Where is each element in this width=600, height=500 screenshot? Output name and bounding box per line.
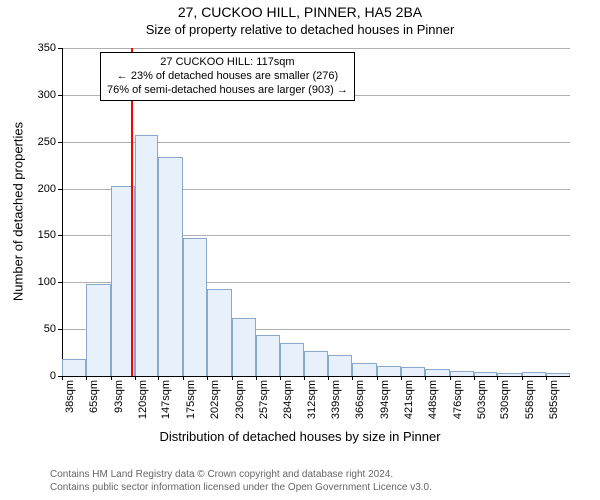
y-axis-line bbox=[62, 48, 63, 376]
x-tick-label: 530sqm bbox=[499, 380, 511, 419]
histogram-bar bbox=[401, 367, 425, 376]
x-tick-label: 65sqm bbox=[88, 380, 100, 413]
x-axis-title-container: Distribution of detached houses by size … bbox=[0, 428, 600, 446]
histogram-bar bbox=[425, 369, 450, 376]
histogram-bar bbox=[86, 284, 111, 376]
grid-line bbox=[62, 48, 570, 49]
chart-container: 27, CUCKOO HILL, PINNER, HA5 2BA Size of… bbox=[0, 0, 600, 500]
y-tick-label: 200 bbox=[38, 183, 56, 195]
histogram-bar bbox=[232, 318, 256, 376]
x-tick-label: 120sqm bbox=[137, 380, 149, 419]
chart-title: 27, CUCKOO HILL, PINNER, HA5 2BA bbox=[0, 4, 600, 20]
histogram-bar bbox=[522, 372, 546, 376]
x-tick-label: 175sqm bbox=[185, 380, 197, 419]
y-tick-label: 0 bbox=[50, 370, 56, 382]
histogram-bar bbox=[256, 335, 280, 376]
histogram-bar bbox=[497, 373, 522, 376]
x-tick-mark bbox=[256, 376, 257, 380]
x-tick-label: 230sqm bbox=[234, 380, 246, 419]
annotation-line: 27 CUCKOO HILL: 117sqm bbox=[107, 56, 348, 70]
x-tick-label: 394sqm bbox=[379, 380, 391, 419]
x-tick-label: 147sqm bbox=[160, 380, 172, 419]
histogram-bar bbox=[135, 135, 159, 376]
x-tick-mark bbox=[280, 376, 281, 380]
x-tick-label: 202sqm bbox=[209, 380, 221, 419]
histogram-bar bbox=[328, 355, 352, 376]
histogram-bar bbox=[183, 238, 207, 376]
x-tick-mark bbox=[207, 376, 208, 380]
x-tick-mark bbox=[546, 376, 547, 380]
x-tick-label: 476sqm bbox=[452, 380, 464, 419]
x-tick-label: 585sqm bbox=[548, 380, 560, 419]
x-tick-mark bbox=[377, 376, 378, 380]
x-tick-mark bbox=[135, 376, 136, 380]
histogram-bar bbox=[62, 359, 86, 376]
x-tick-mark bbox=[425, 376, 426, 380]
y-tick-label: 300 bbox=[38, 89, 56, 101]
histogram-bar bbox=[158, 157, 183, 376]
y-tick-label: 150 bbox=[38, 229, 56, 241]
x-tick-label: 339sqm bbox=[330, 380, 342, 419]
y-axis-title: Number of detached properties bbox=[11, 48, 26, 376]
annotation-line: 76% of semi-detached houses are larger (… bbox=[107, 84, 348, 98]
y-tick-label: 250 bbox=[38, 136, 56, 148]
x-tick-label: 257sqm bbox=[258, 380, 270, 419]
histogram-bar bbox=[377, 366, 401, 376]
chart-subtitle: Size of property relative to detached ho… bbox=[0, 22, 600, 37]
y-tick-label: 50 bbox=[44, 323, 56, 335]
footer-line-2: Contains public sector information licen… bbox=[50, 482, 432, 495]
x-tick-mark bbox=[232, 376, 233, 380]
footer-text: Contains HM Land Registry data © Crown c… bbox=[50, 469, 432, 494]
y-tick-label: 350 bbox=[38, 42, 56, 54]
histogram-bar bbox=[546, 373, 570, 376]
x-tick-label: 284sqm bbox=[282, 380, 294, 419]
x-axis-title: Distribution of detached houses by size … bbox=[159, 429, 440, 444]
annotation-line: ← 23% of detached houses are smaller (27… bbox=[107, 70, 348, 84]
annotation-box: 27 CUCKOO HILL: 117sqm← 23% of detached … bbox=[100, 52, 355, 101]
histogram-bar bbox=[352, 363, 377, 376]
histogram-bar bbox=[280, 343, 305, 376]
x-tick-mark bbox=[401, 376, 402, 380]
histogram-bar bbox=[474, 372, 498, 376]
y-tick-label: 100 bbox=[38, 276, 56, 288]
x-tick-mark bbox=[474, 376, 475, 380]
x-tick-label: 38sqm bbox=[64, 380, 76, 413]
x-tick-label: 503sqm bbox=[476, 380, 488, 419]
x-tick-label: 312sqm bbox=[306, 380, 318, 419]
x-tick-mark bbox=[86, 376, 87, 380]
x-tick-label: 448sqm bbox=[427, 380, 439, 419]
x-tick-label: 558sqm bbox=[524, 380, 536, 419]
x-tick-label: 366sqm bbox=[354, 380, 366, 419]
x-tick-label: 93sqm bbox=[113, 380, 125, 413]
x-axis-line bbox=[62, 376, 570, 377]
x-tick-mark bbox=[111, 376, 112, 380]
x-tick-label: 421sqm bbox=[403, 380, 415, 419]
x-tick-mark bbox=[450, 376, 451, 380]
x-tick-mark bbox=[62, 376, 63, 380]
histogram-bar bbox=[450, 371, 474, 376]
histogram-bar bbox=[304, 351, 328, 376]
footer-line-1: Contains HM Land Registry data © Crown c… bbox=[50, 469, 432, 482]
histogram-bar bbox=[207, 289, 232, 376]
